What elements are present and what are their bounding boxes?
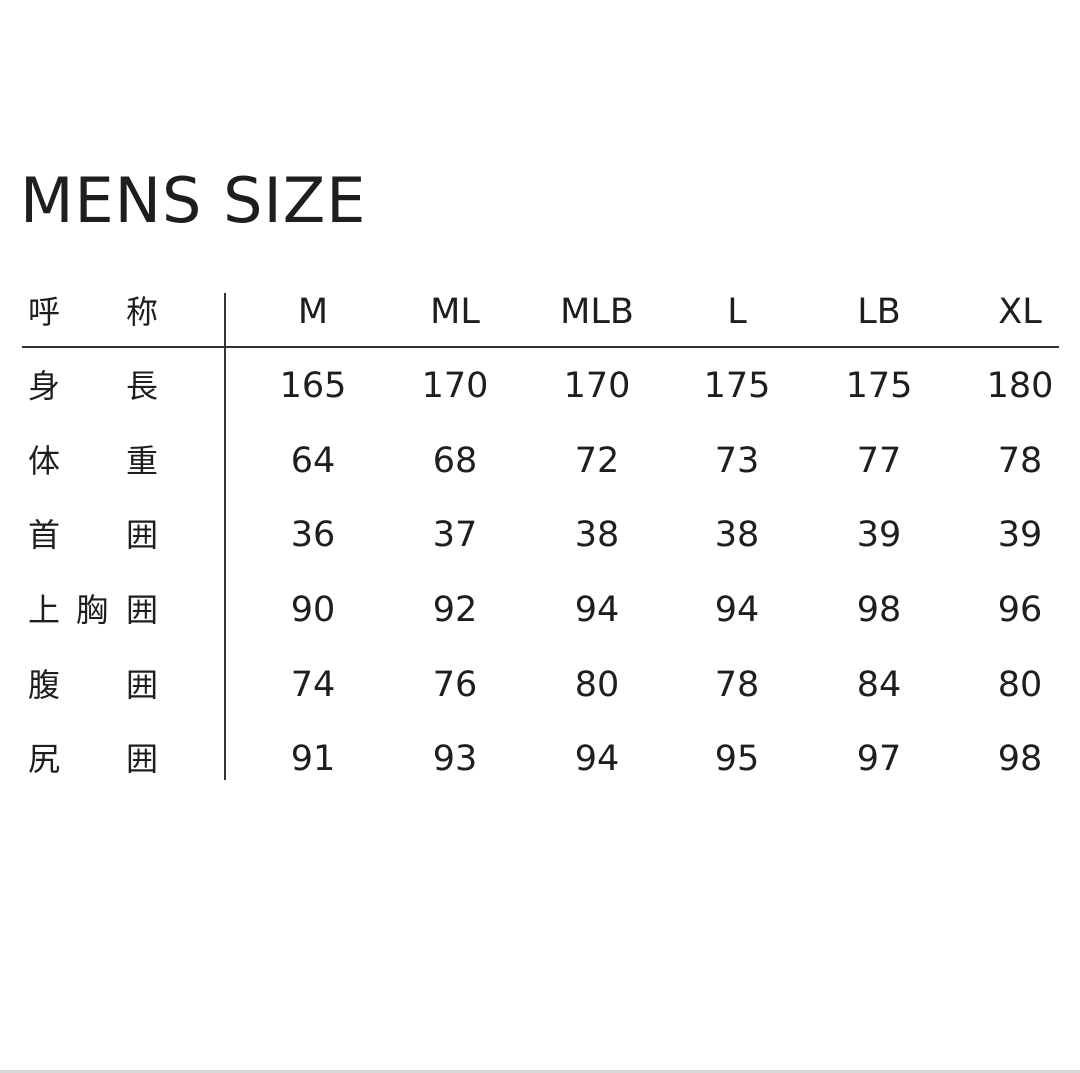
table-cell: 98	[997, 739, 1043, 779]
table-cell: 94	[574, 739, 620, 779]
bottom-edge	[0, 1070, 1080, 1073]
table-cell: 96	[997, 590, 1043, 630]
table-cell: 94	[714, 590, 760, 630]
row-label-char: 尻	[27, 740, 60, 778]
table-row: 首 囲 36 37 38 38 39 39	[0, 510, 1080, 560]
row-label-char: 体	[27, 442, 60, 480]
table-cell: 175	[703, 366, 771, 406]
table-row: 体 重 64 68 72 73 77 78	[0, 436, 1080, 486]
row-label-char: 呼	[27, 293, 60, 331]
column-header: ML	[430, 292, 480, 332]
table-cell: 73	[714, 441, 760, 481]
row-label-char: 胸	[75, 591, 108, 629]
table-cell: 76	[432, 665, 478, 705]
header-row: 呼 称 M ML MLB L LB XL	[0, 287, 1080, 337]
table-cell: 38	[574, 515, 620, 555]
table-cell: 39	[856, 515, 902, 555]
table-cell: 80	[574, 665, 620, 705]
table-cell: 77	[856, 441, 902, 481]
row-label-char: 重	[125, 442, 158, 480]
column-header: MLB	[560, 292, 634, 332]
column-header: XL	[998, 292, 1042, 332]
table-row: 上胸囲 90 92 94 94 98 96	[0, 585, 1080, 635]
table-cell: 72	[574, 441, 620, 481]
table-cell: 165	[279, 366, 347, 406]
table-cell: 80	[997, 665, 1043, 705]
label-column-divider	[224, 293, 226, 780]
header-divider	[22, 346, 1059, 348]
row-label-char: 首	[27, 516, 60, 554]
table-cell: 170	[421, 366, 489, 406]
row-label-char: 囲	[125, 740, 158, 778]
table-cell: 68	[432, 441, 478, 481]
table-cell: 170	[563, 366, 631, 406]
table-cell: 78	[714, 665, 760, 705]
table-cell: 98	[856, 590, 902, 630]
row-label-char: 上	[27, 591, 60, 629]
table-cell: 37	[432, 515, 478, 555]
column-header: LB	[857, 292, 901, 332]
table-cell: 36	[290, 515, 336, 555]
row-label-char: 腹	[27, 666, 60, 704]
table-cell: 94	[574, 590, 620, 630]
table-cell: 93	[432, 739, 478, 779]
row-label-char: 長	[125, 367, 158, 405]
table-cell: 90	[290, 590, 336, 630]
table-row: 身 長 165 170 170 175 175 180	[0, 361, 1080, 411]
column-header: M	[297, 292, 329, 332]
table-cell: 74	[290, 665, 336, 705]
row-label-char: 囲	[125, 591, 158, 629]
table-row: 腹 囲 74 76 80 78 84 80	[0, 660, 1080, 710]
table-row: 尻 囲 91 93 94 95 97 98	[0, 734, 1080, 784]
table-cell: 92	[432, 590, 478, 630]
table-cell: 39	[997, 515, 1043, 555]
table-cell: 84	[856, 665, 902, 705]
column-header: L	[727, 292, 747, 332]
row-label-char: 囲	[125, 516, 158, 554]
table-cell: 78	[997, 441, 1043, 481]
row-label-char: 身	[27, 367, 60, 405]
row-label-char: 囲	[125, 666, 158, 704]
table-cell: 97	[856, 739, 902, 779]
page-title: MENS SIZE	[20, 164, 367, 237]
table-cell: 180	[986, 366, 1054, 406]
table-cell: 95	[714, 739, 760, 779]
row-label-char: 称	[125, 293, 158, 331]
table-cell: 175	[845, 366, 913, 406]
table-cell: 38	[714, 515, 760, 555]
table-cell: 64	[290, 441, 336, 481]
table-cell: 91	[290, 739, 336, 779]
